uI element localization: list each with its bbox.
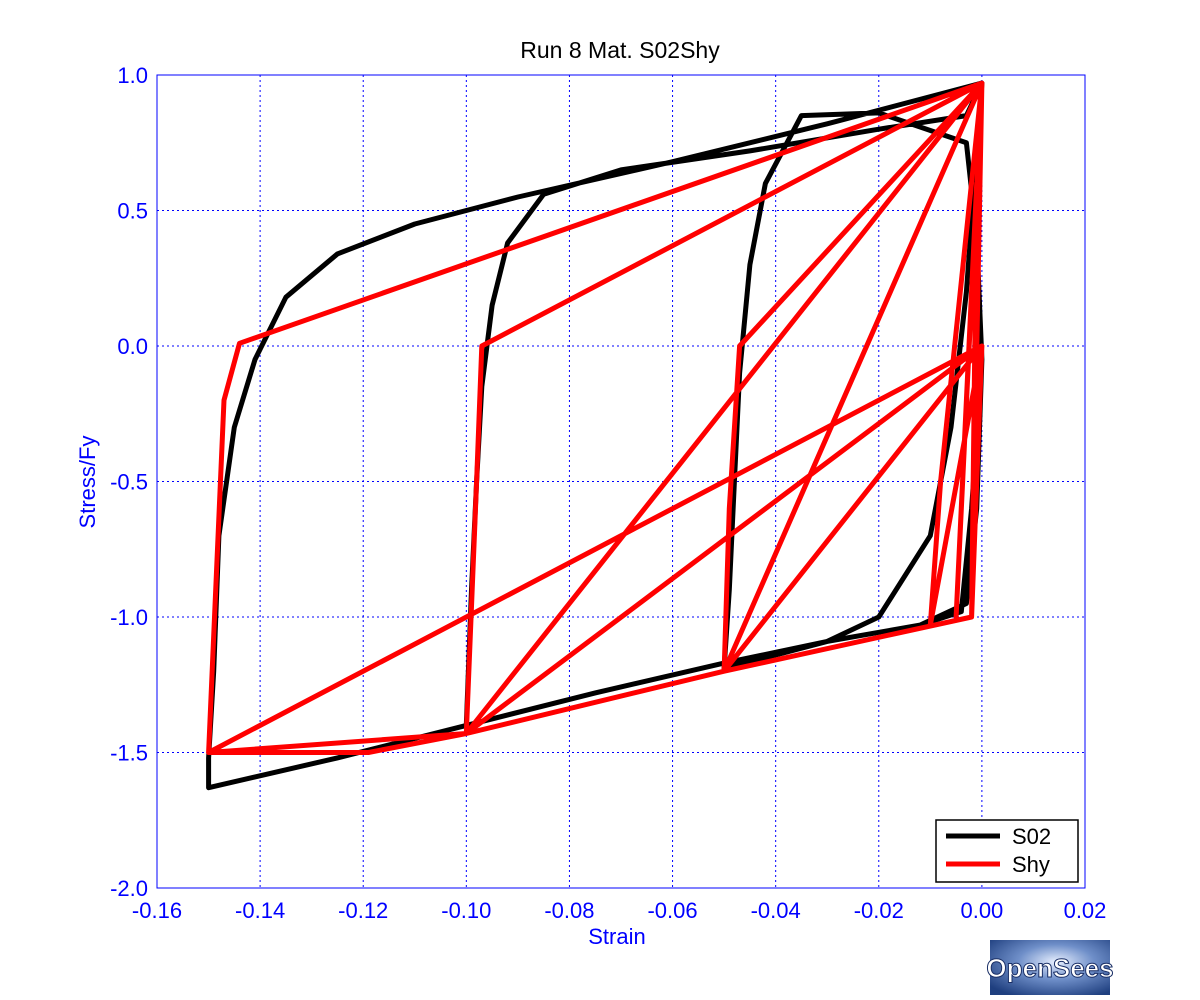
logo-background bbox=[990, 940, 1110, 995]
x-tick-labels: -0.16 -0.14 -0.12 -0.10 -0.08 -0.06 -0.04 -0.02… bbox=[132, 898, 1106, 923]
x-tick-label: -0.06 bbox=[647, 898, 697, 923]
x-tick-label: -0.04 bbox=[751, 898, 801, 923]
y-tick-label: 0.0 bbox=[117, 334, 148, 359]
x-tick-label: -0.16 bbox=[132, 898, 182, 923]
y-tick-label: -1.5 bbox=[110, 741, 148, 766]
chart-title: Run 8 Mat. S02Shy bbox=[520, 37, 720, 63]
x-axis-label: Strain bbox=[588, 924, 645, 949]
y-tick-label: 0.5 bbox=[117, 199, 148, 224]
x-tick-label: -0.12 bbox=[338, 898, 388, 923]
y-tick-label: -0.5 bbox=[110, 470, 148, 495]
x-tick-label: 0.00 bbox=[960, 898, 1003, 923]
y-tick-label: -1.0 bbox=[110, 605, 148, 630]
y-tick-labels: 1.0 0.5 0.0 -0.5 -1.0 -1.5 -2.0 bbox=[110, 63, 148, 901]
legend-label-shy: Shy bbox=[1012, 852, 1050, 877]
x-tick-label: 0.02 bbox=[1064, 898, 1107, 923]
y-tick-label: 1.0 bbox=[117, 63, 148, 88]
legend: S02 Shy bbox=[935, 819, 1079, 883]
x-tick-label: -0.08 bbox=[544, 898, 594, 923]
series-line-shy bbox=[206, 80, 985, 755]
x-tick-label: -0.02 bbox=[854, 898, 904, 923]
x-tick-label: -0.10 bbox=[441, 898, 491, 923]
plot-frame bbox=[156, 74, 1086, 889]
legend-box bbox=[935, 819, 1079, 883]
y-axis-label: Stress/Fy bbox=[75, 436, 100, 529]
x-tick-label: -0.14 bbox=[235, 898, 285, 923]
series-layer bbox=[206, 80, 985, 791]
opensees-logo: OpenSees bbox=[986, 940, 1114, 995]
y-tick-label: -2.0 bbox=[110, 876, 148, 901]
legend-label-s02: S02 bbox=[1012, 824, 1051, 849]
logo-text: OpenSees bbox=[986, 953, 1113, 983]
